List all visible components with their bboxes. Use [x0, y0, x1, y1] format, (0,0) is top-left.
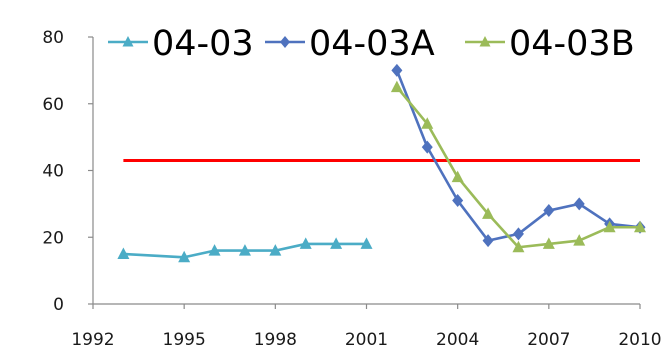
- y-tick-label: 80: [42, 28, 64, 48]
- y-tick-label: 20: [42, 228, 64, 248]
- data-point-04-03a: [482, 234, 494, 248]
- x-tick-label: 2001: [345, 330, 388, 350]
- series-04-03: [117, 237, 373, 263]
- data-point-04-03b: [603, 220, 616, 233]
- data-point-04-03: [178, 250, 191, 263]
- data-point-04-03: [117, 247, 130, 259]
- data-point-04-03: [330, 237, 343, 249]
- y-tick-label: 60: [42, 95, 64, 115]
- data-point-04-03a: [452, 194, 464, 208]
- data-point-04-03: [269, 244, 282, 256]
- data-point-04-03: [208, 244, 221, 256]
- data-point-04-03a: [543, 204, 555, 218]
- data-point-04-03a: [573, 197, 585, 211]
- data-point-04-03b: [451, 170, 464, 183]
- data-point-04-03b: [390, 80, 403, 93]
- x-tick-label: 2004: [436, 330, 479, 350]
- legend-label: 04-03A: [309, 24, 435, 64]
- x-tick-label: 1998: [254, 330, 297, 350]
- legend-swatch-marker: [479, 36, 491, 47]
- x-tick-label: 1995: [163, 330, 206, 350]
- data-point-04-03a: [512, 227, 524, 241]
- legend-item-04-03a: 04-03A: [265, 24, 435, 64]
- data-point-04-03a: [421, 140, 433, 154]
- y-tick-label: 0: [53, 295, 64, 315]
- series-line-04-03b: [395, 86, 640, 249]
- data-point-04-03b: [421, 117, 434, 129]
- data-point-04-03b: [573, 234, 586, 246]
- series-layer: [117, 63, 646, 263]
- series-line-04-03: [123, 242, 367, 259]
- legend-item-04-03b: 04-03B: [465, 24, 635, 64]
- y-tick-label: 40: [42, 162, 64, 182]
- data-point-04-03: [238, 244, 251, 256]
- data-point-04-03a: [391, 63, 403, 77]
- data-point-04-03: [299, 237, 312, 249]
- series-04-03b: [390, 80, 646, 253]
- data-point-04-03: [360, 237, 373, 249]
- data-point-04-03b: [482, 207, 495, 219]
- series-04-03a: [391, 63, 646, 248]
- series-line-04-03a: [395, 69, 641, 242]
- data-point-04-03b: [634, 220, 646, 233]
- axes: 0 20 40 60 80 1992 1995 1998 2001 2004 2007 2010: [42, 28, 661, 350]
- legend-swatch-marker: [280, 36, 290, 48]
- data-point-04-03b: [512, 240, 525, 253]
- x-tick-label: 1992: [71, 330, 114, 350]
- legend-label: 04-03: [152, 24, 254, 64]
- legend-item-04-03: 04-03: [108, 24, 254, 64]
- legend: 04-03 04-03A 04-03B: [108, 24, 635, 64]
- x-tick-label: 2010: [618, 330, 661, 350]
- x-tick-label: 2007: [527, 330, 570, 350]
- legend-label: 04-03B: [509, 24, 635, 64]
- data-point-04-03b: [542, 237, 555, 249]
- legend-swatch-marker: [122, 36, 134, 47]
